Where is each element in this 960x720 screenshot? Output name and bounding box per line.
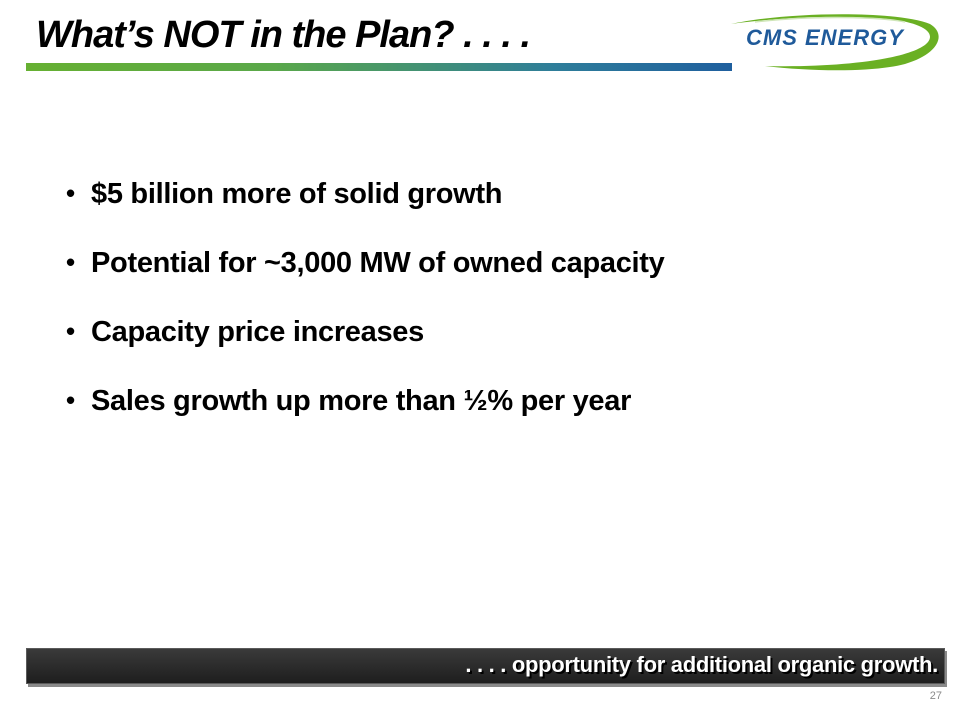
bullet-text: Potential for ~3,000 MW of owned capacit… — [91, 247, 665, 279]
footer-banner: . . . . opportunity for additional organ… — [26, 648, 945, 684]
cms-energy-logo-icon — [731, 14, 939, 71]
title-underline-rule — [26, 63, 732, 71]
page-number: 27 — [929, 690, 942, 702]
bullet-text: Capacity price increases — [91, 316, 424, 348]
bullet-dot: • — [66, 316, 75, 346]
bullet-dot: • — [66, 247, 75, 277]
slide-title: What’s NOT in the Plan? . . . . — [36, 14, 531, 56]
logo-text: CMS ENERGY — [746, 25, 904, 50]
bullet-dot: • — [66, 178, 75, 208]
footer-text: . . . . opportunity for additional organ… — [465, 652, 938, 677]
bullet-text: $5 billion more of solid growth — [91, 178, 503, 210]
bullet-dot: • — [66, 385, 75, 415]
bullet-text: Sales growth up more than ½% per year — [91, 385, 632, 417]
